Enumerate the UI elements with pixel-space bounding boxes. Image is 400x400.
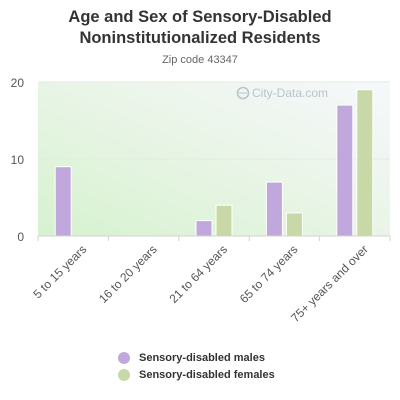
y-tick-label: 20 (11, 76, 25, 90)
legend: Sensory-disabled males Sensory-disabled … (118, 350, 275, 384)
x-tick-label: 5 to 15 years (30, 242, 89, 301)
x-tick-label: 21 to 64 years (166, 242, 230, 306)
watermark: City-Data.com (236, 86, 328, 100)
legend-swatch-females (118, 369, 130, 381)
bar-males (195, 220, 213, 237)
y-tick-label: 10 (11, 153, 25, 167)
bar-males (54, 166, 72, 237)
y-tick-label: 0 (17, 230, 24, 244)
x-tick-label: 65 to 74 years (237, 242, 301, 306)
x-tick-label: 16 to 20 years (96, 242, 160, 306)
watermark-icon (236, 86, 250, 100)
bar-males (336, 104, 354, 237)
legend-swatch-males (118, 352, 130, 364)
bar-females (215, 204, 233, 237)
legend-item-males: Sensory-disabled males (118, 350, 275, 366)
legend-label-females: Sensory-disabled females (139, 369, 275, 381)
bar-females (285, 212, 303, 237)
bar-females (356, 89, 374, 237)
bar-males (265, 181, 283, 237)
chart-title: Age and Sex of Sensory-Disabled Noninsti… (68, 8, 332, 47)
legend-item-females: Sensory-disabled females (118, 367, 275, 383)
watermark-text: City-Data.com (252, 86, 328, 100)
chart-subtitle: Zip code 43347 (162, 54, 238, 66)
legend-label-males: Sensory-disabled males (139, 352, 265, 364)
x-tick-label: 75+ years and over (288, 242, 371, 325)
